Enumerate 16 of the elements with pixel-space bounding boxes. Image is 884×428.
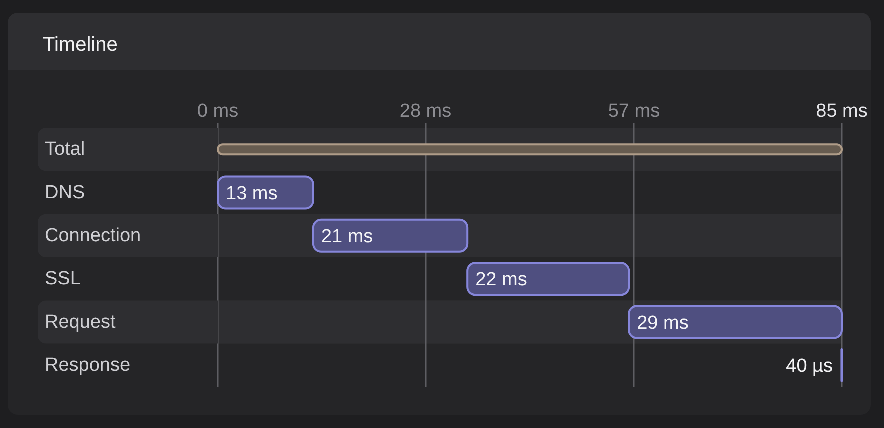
x-tick-label: 28 ms [400,101,452,122]
y-tick-label: Total [45,139,86,160]
annotation: 40 µs [786,356,833,377]
x-tick-label: 57 ms [608,101,660,122]
data-label: 21 ms [321,226,374,248]
y-tick-label: Connection [45,225,142,246]
x-tick-label: 0 ms [197,101,239,122]
data-label: 22 ms [476,270,528,291]
data-label: 13 ms [226,183,278,204]
y-tick-label: Response [45,354,131,376]
data-label: 29 ms [637,312,689,334]
y-tick-label: Request [45,312,116,333]
y-tick-label: DNS [45,182,86,204]
chart-title: Timeline [43,34,118,56]
x-tick-label: 85 ms [816,101,868,122]
y-tick-label: SSL [45,268,81,290]
